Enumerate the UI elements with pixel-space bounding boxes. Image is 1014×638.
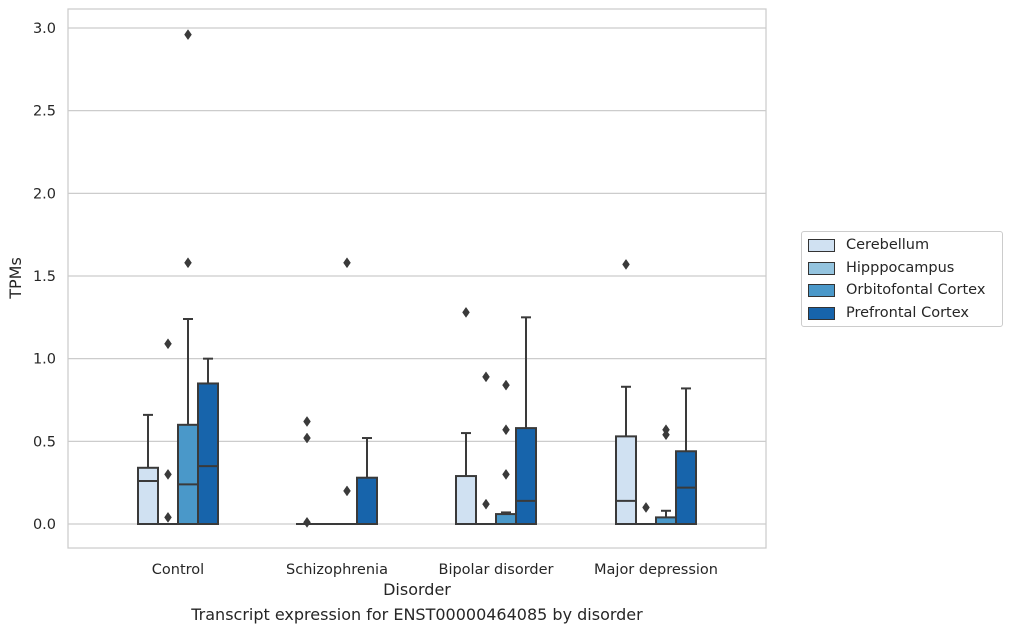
- box-orbitofontal-cortex-bipolar-disorder: [496, 512, 516, 524]
- box-body: [357, 478, 377, 524]
- outlier-point: [643, 502, 650, 512]
- outlier-point: [503, 425, 510, 435]
- outlier-point: [623, 259, 630, 269]
- box-body: [198, 383, 218, 524]
- outlier-point: [185, 30, 192, 40]
- box-body: [178, 425, 198, 524]
- legend-label-prefrontal-cortex: Prefrontal Cortex: [846, 305, 969, 321]
- outlier-point: [483, 372, 490, 382]
- y-tick-label: 1.5: [33, 269, 56, 285]
- legend-label-hipppocampus: Hipppocampus: [846, 260, 954, 276]
- box-cerebellum-bipolar-disorder: [456, 433, 476, 524]
- outlier-point: [165, 339, 172, 349]
- box-prefrontal-cortex-control: [198, 359, 218, 524]
- y-tick-label: 2.0: [33, 186, 56, 202]
- legend-label-cerebellum: Cerebellum: [846, 237, 929, 253]
- legend-item-cerebellum: Cerebellum: [808, 234, 929, 256]
- x-axis-title: Disorder: [383, 580, 451, 599]
- legend-label-orbitofontal-cortex: Orbitofontal Cortex: [846, 282, 985, 298]
- y-tick-label: 1.0: [33, 352, 56, 368]
- outlier-point: [503, 380, 510, 390]
- outlier-point: [165, 469, 172, 479]
- legend-swatch-cerebellum: [808, 239, 835, 252]
- box-cerebellum-control: [138, 415, 158, 524]
- legend-item-prefrontal-cortex: Prefrontal Cortex: [808, 302, 969, 324]
- outlier-point: [344, 486, 351, 496]
- box-orbitofontal-cortex-control: [178, 319, 198, 524]
- y-tick-label: 3.0: [33, 21, 56, 37]
- legend: Cerebellum Hipppocampus Orbitofontal Cor…: [801, 231, 1003, 327]
- outlier-point: [165, 512, 172, 522]
- outlier-point: [304, 517, 311, 527]
- legend-item-hipppocampus: Hipppocampus: [808, 257, 954, 279]
- outlier-point: [483, 499, 490, 509]
- box-body: [516, 428, 536, 524]
- box-prefrontal-cortex-schizophrenia: [357, 438, 377, 524]
- outlier-point: [344, 258, 351, 268]
- box-body: [616, 436, 636, 524]
- y-axis-title: TPMs: [6, 257, 25, 300]
- figure-caption: Transcript expression for ENST0000046408…: [0, 605, 834, 624]
- box-orbitofontal-cortex-major-depression: [656, 511, 676, 524]
- outlier-point: [463, 307, 470, 317]
- x-tick-label-control: Control: [152, 562, 204, 578]
- box-body: [138, 468, 158, 524]
- outlier-point: [503, 469, 510, 479]
- box-body: [496, 514, 516, 524]
- y-tick-label: 0.5: [33, 434, 56, 450]
- x-tick-label-major-depression: Major depression: [594, 562, 718, 578]
- outlier-point: [185, 258, 192, 268]
- outlier-point: [304, 416, 311, 426]
- box-body: [456, 476, 476, 524]
- legend-item-orbitofontal-cortex: Orbitofontal Cortex: [808, 279, 985, 301]
- x-tick-label-bipolar-disorder: Bipolar disorder: [439, 562, 554, 578]
- box-prefrontal-cortex-bipolar-disorder: [516, 317, 536, 524]
- x-tick-label-schizophrenia: Schizophrenia: [286, 562, 388, 578]
- legend-swatch-orbitofontal-cortex: [808, 284, 835, 297]
- y-tick-label: 0.0: [33, 517, 56, 533]
- box-prefrontal-cortex-major-depression: [676, 388, 696, 524]
- legend-swatch-hipppocampus: [808, 262, 835, 275]
- plot-frame: [68, 9, 766, 548]
- legend-swatch-prefrontal-cortex: [808, 307, 835, 320]
- box-cerebellum-major-depression: [616, 387, 636, 524]
- y-tick-label: 2.5: [33, 104, 56, 120]
